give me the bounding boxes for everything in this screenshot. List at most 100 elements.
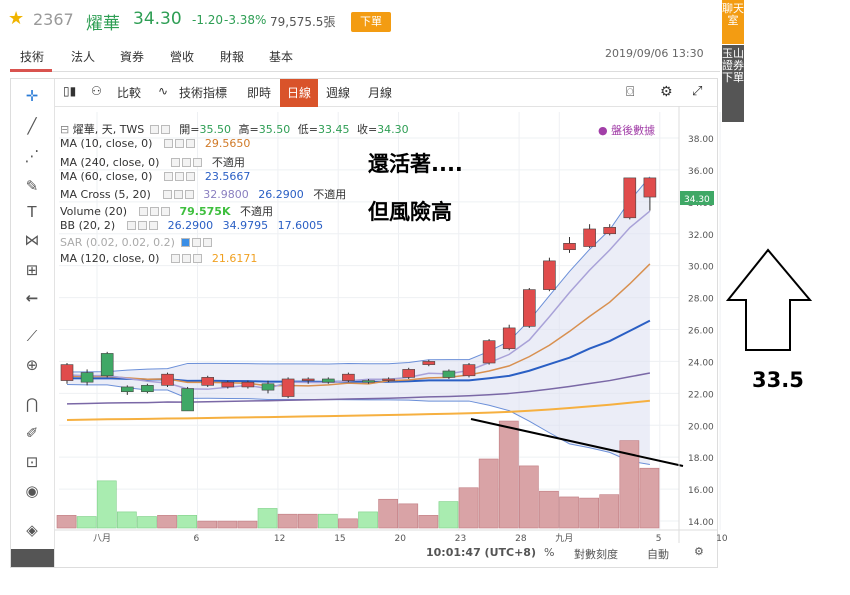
indicators-button[interactable]: 技術指標 bbox=[179, 86, 228, 100]
time-tick-label: 15 bbox=[334, 534, 345, 544]
ma60-line bbox=[66, 372, 651, 405]
zoom-icon[interactable]: ⊕ bbox=[25, 356, 39, 374]
tab-revenue[interactable]: 營收 bbox=[170, 50, 195, 64]
candle-body bbox=[382, 378, 395, 381]
candle-body bbox=[603, 227, 617, 235]
volume-bar bbox=[559, 496, 579, 529]
lock-drawings-icon[interactable]: ✐ bbox=[25, 424, 39, 442]
chat-room-button[interactable]: 聊天室 bbox=[722, 0, 744, 44]
bb-upper bbox=[66, 176, 651, 373]
intraday-button[interactable]: 即時 bbox=[247, 86, 272, 100]
candle-body bbox=[442, 370, 456, 378]
drawing-toolbar: ✛ ╱ ⋰ ✎ T ⋈ ⊞ ← ⟋ ⊕ ⋂ ✐ ⊡ ◉ ◈ bbox=[11, 79, 55, 567]
tab-basics[interactable]: 基本 bbox=[269, 50, 294, 64]
volume-bar bbox=[96, 480, 117, 529]
legend-bb: BB (20, 2) 26.2900 34.9795 17.6005 bbox=[60, 219, 324, 232]
candle-body bbox=[80, 372, 94, 383]
tab-margin[interactable]: 資券 bbox=[120, 50, 145, 64]
up-arrow-annotation bbox=[725, 248, 813, 351]
volume-bar bbox=[418, 515, 439, 529]
volume-bar bbox=[338, 518, 358, 529]
candle-body bbox=[502, 327, 516, 349]
volume-bar bbox=[137, 516, 157, 529]
volume-bar bbox=[398, 503, 419, 529]
day-line-button[interactable]: 日線 bbox=[280, 79, 318, 107]
candle-body bbox=[60, 364, 74, 381]
volume-bar bbox=[56, 515, 77, 529]
trendline-icon[interactable]: ╱ bbox=[27, 117, 37, 135]
volume-bar bbox=[117, 511, 137, 529]
week-line-button[interactable]: 週線 bbox=[326, 86, 351, 100]
axis-settings-icon[interactable]: ⚙ bbox=[694, 545, 704, 558]
volume-bar bbox=[599, 494, 620, 529]
tab-technical[interactable]: 技術 bbox=[20, 50, 45, 64]
log-scale-toggle[interactable]: 對數刻度 bbox=[574, 548, 618, 561]
indicators-icon[interactable]: ∿ bbox=[158, 84, 169, 98]
fib-icon[interactable]: ⋰ bbox=[24, 147, 40, 165]
fullscreen-icon[interactable]: ⤢ bbox=[692, 84, 703, 99]
favorite-star-icon[interactable]: ★ bbox=[8, 8, 25, 29]
price-tick-label: 28.00 bbox=[688, 295, 714, 305]
price-tick-label: 26.00 bbox=[688, 327, 714, 337]
time-tick-label: 23 bbox=[455, 534, 466, 544]
magnet-icon[interactable]: ⋂ bbox=[25, 395, 39, 413]
volume-bar bbox=[237, 520, 258, 529]
tab-financials[interactable]: 財報 bbox=[220, 50, 245, 64]
crosshair-icon[interactable]: ✛ bbox=[25, 87, 39, 105]
month-line-button[interactable]: 月線 bbox=[368, 86, 393, 100]
layers-icon[interactable]: ◈ bbox=[26, 521, 38, 539]
volume-bar bbox=[438, 501, 459, 529]
candle-body bbox=[583, 228, 596, 247]
text-icon[interactable]: T bbox=[27, 203, 37, 221]
price-tick-label: 36.00 bbox=[688, 167, 714, 177]
compare-button[interactable]: 比較 bbox=[117, 86, 142, 100]
time-tick-label: 12 bbox=[274, 534, 285, 544]
price-tick-label: 24.00 bbox=[688, 358, 714, 368]
percent-toggle[interactable]: % bbox=[544, 546, 555, 559]
lock-icon[interactable]: ⊡ bbox=[25, 453, 39, 471]
chart-toolbar: ▯▮ ⚇ 比較 ∿ 技術指標 即時 日線 週線 月線 ⌼ ⚙ ⤢ bbox=[55, 79, 717, 107]
annotation-alive: 還活著.... bbox=[368, 152, 463, 176]
after-hours-label: ● 盤後數據 bbox=[598, 124, 656, 137]
broker-order-button[interactable]: 玉山證券下單 bbox=[722, 45, 744, 122]
candle-body bbox=[422, 361, 436, 365]
time-tick-label: 5 bbox=[656, 534, 662, 544]
ruler-icon[interactable]: ⟋ bbox=[26, 327, 38, 345]
auto-scale-toggle[interactable]: 自動 bbox=[647, 548, 669, 561]
bb-fill bbox=[67, 176, 650, 465]
price-change: -1.20 bbox=[192, 13, 224, 27]
candle-body bbox=[643, 177, 657, 198]
candle-body bbox=[623, 177, 637, 219]
candle-body bbox=[141, 385, 154, 393]
order-button[interactable]: 下單 bbox=[351, 12, 391, 32]
measure-icon[interactable]: ⊞ bbox=[25, 261, 39, 279]
candle-body bbox=[301, 378, 315, 381]
candle-body bbox=[462, 364, 476, 377]
pattern-icon[interactable]: ⋈ bbox=[24, 231, 40, 249]
volume-bar bbox=[297, 513, 318, 529]
candle-body bbox=[201, 377, 214, 386]
candle-body bbox=[100, 353, 114, 377]
volume-bar bbox=[478, 458, 499, 529]
toolbar-collapse-icon[interactable] bbox=[11, 549, 54, 567]
camera-icon[interactable]: ⌼ bbox=[626, 84, 635, 100]
volume-bar bbox=[197, 520, 218, 529]
time-axis: 八月 6 12 15 20 23 28 九月 5 10 bbox=[93, 533, 728, 544]
brush-icon[interactable]: ✎ bbox=[25, 177, 39, 195]
candle-type-icon[interactable]: ▯▮ bbox=[63, 84, 77, 98]
tab-institutional[interactable]: 法人 bbox=[71, 50, 96, 64]
legend-main: ⊟ 燿華, 天, TWS 開=35.50 高=35.50 低=33.45 收=3… bbox=[60, 123, 409, 136]
volume-bar bbox=[76, 516, 97, 529]
quote-datetime: 2019/09/06 13:30 bbox=[605, 47, 704, 60]
candle-body bbox=[522, 289, 536, 327]
back-arrow-icon[interactable]: ← bbox=[25, 289, 39, 307]
candle-body bbox=[261, 383, 275, 391]
settings-icon[interactable]: ⚙ bbox=[660, 84, 673, 100]
legend-close: 34.30 bbox=[377, 123, 409, 136]
candles bbox=[60, 177, 657, 412]
compare-icon[interactable]: ⚇ bbox=[91, 84, 102, 98]
legend-sar: SAR (0.02, 0.02, 0.2) bbox=[60, 236, 212, 249]
eye-icon[interactable]: ◉ bbox=[25, 482, 39, 500]
chart-widget: ✛ ╱ ⋰ ✎ T ⋈ ⊞ ← ⟋ ⊕ ⋂ ✐ ⊡ ◉ ◈ ▯▮ ⚇ 比較 ∿ … bbox=[10, 78, 718, 568]
